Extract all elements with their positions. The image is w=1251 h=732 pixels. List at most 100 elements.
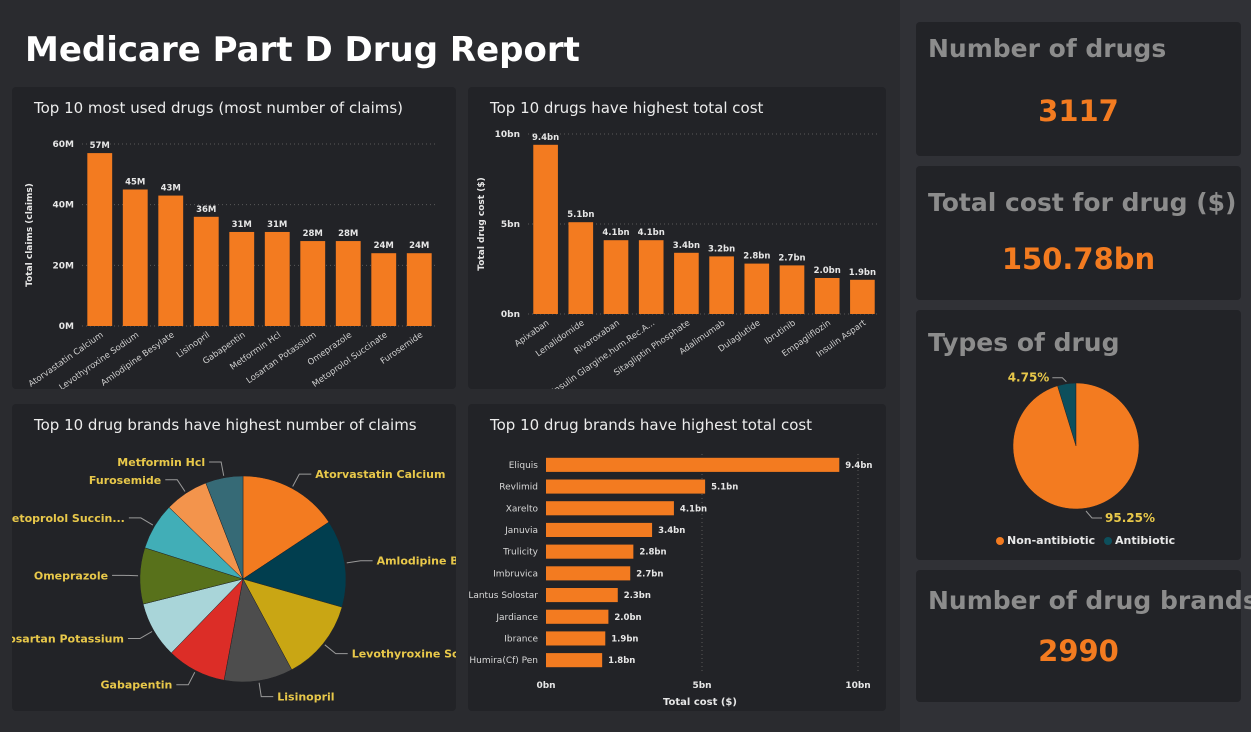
brand-cost-x-axis-title: Total cost ($): [663, 697, 737, 708]
brand-cost-category-label: Xarelto: [506, 504, 539, 514]
types-pie-slice-non-antibiotic[interactable]: [1012, 382, 1140, 510]
claims-data-label: 57M: [90, 141, 110, 151]
brand-cost-data-label: 2.3bn: [624, 591, 651, 601]
num-drugs-card[interactable]: Number of drugs 3117: [916, 22, 1241, 156]
claims-y-axis-title: Total claims (claims): [25, 183, 35, 287]
num-brands-value: 2990: [1038, 634, 1119, 668]
brand-pie-label: Atorvastatin Calcium: [315, 468, 445, 481]
brand-cost-category-label: Jardiance: [495, 613, 538, 623]
brand-cost-data-label: 5.1bn: [711, 483, 738, 493]
cost-bar[interactable]: [674, 252, 699, 314]
brand-claims-panel[interactable]: Top 10 drug brands have highest number o…: [12, 404, 456, 711]
brand-cost-bar[interactable]: [546, 479, 706, 494]
claims-data-label: 36M: [196, 205, 216, 215]
brand-cost-bar[interactable]: [546, 609, 609, 624]
types-title: Types of drug: [928, 328, 1120, 357]
cost-bar[interactable]: [603, 240, 629, 314]
brand-cost-bar[interactable]: [546, 501, 674, 516]
claims-data-label: 28M: [303, 229, 323, 239]
claims-bar[interactable]: [87, 153, 113, 326]
types-pie-leader-line[interactable]: [1085, 510, 1102, 519]
claims-bar[interactable]: [264, 231, 290, 326]
claims-bar[interactable]: [158, 195, 184, 326]
total-cost-card[interactable]: Total cost for drug ($) 150.78bn: [916, 166, 1241, 300]
brand-pie-leader-line[interactable]: [127, 631, 153, 639]
brand-pie-label: Losartan Potassium: [12, 633, 124, 646]
cost-y-axis-title: Total drug cost ($): [477, 177, 487, 270]
brand-pie-leader-line[interactable]: [292, 473, 312, 487]
num-drugs-value: 3117: [1038, 94, 1119, 128]
cost-bar[interactable]: [744, 263, 770, 314]
brand-pie-slice-levothyroxine-sodium[interactable]: [242, 578, 343, 671]
brand-cost-category-label: Eliquis: [509, 461, 539, 471]
brand-pie-label: Amlodipine Bes...: [377, 555, 456, 568]
claims-bar[interactable]: [229, 231, 255, 326]
brand-pie-slice-amlodipine-bes[interactable]: [242, 521, 347, 608]
cost-data-label: 3.4bn: [673, 241, 700, 251]
cost-bar[interactable]: [709, 256, 734, 314]
brand-cost-bar[interactable]: [546, 587, 618, 603]
types-pie-leader-line[interactable]: [1052, 377, 1067, 383]
claims-data-label: 24M: [374, 241, 394, 251]
claims-chart-panel[interactable]: Top 10 most used drugs (most number of c…: [12, 87, 456, 389]
brand-pie-leader-line[interactable]: [176, 672, 196, 686]
brand-cost-panel[interactable]: Top 10 drug brands have highest total co…: [468, 404, 886, 711]
cost-bar[interactable]: [779, 265, 805, 314]
cost-bar[interactable]: [638, 240, 664, 314]
claims-bar[interactable]: [122, 189, 148, 327]
brand-cost-category-label: Januvia: [504, 526, 538, 536]
brand-pie-leader-line[interactable]: [128, 517, 154, 526]
types-pie-chart[interactable]: 4.75% 95.25%: [916, 310, 1241, 560]
types-pie-label-non-antibiotic: 95.25%: [1105, 511, 1155, 525]
brand-cost-data-label: 2.7bn: [636, 569, 663, 579]
brand-cost-bar[interactable]: [546, 653, 603, 668]
brand-cost-xtick: 10bn: [845, 681, 870, 691]
brand-pie-slice-metformin-hcl[interactable]: [205, 475, 244, 580]
cost-data-label: 2.0bn: [814, 266, 841, 276]
brand-cost-category-label: Revlimid: [499, 483, 538, 493]
cost-bar[interactable]: [814, 278, 840, 314]
num-drugs-title: Number of drugs: [928, 34, 1167, 63]
brand-pie-leader-line[interactable]: [258, 682, 274, 698]
brand-pie-slice-lisinopril[interactable]: [223, 578, 293, 683]
claims-bar[interactable]: [406, 253, 432, 326]
cost-chart-panel[interactable]: Top 10 drugs have highest total cost 0bn…: [468, 87, 886, 389]
brand-cost-bar[interactable]: [546, 457, 840, 472]
claims-bar[interactable]: [371, 253, 397, 326]
brand-cost-data-label: 1.9bn: [611, 634, 638, 644]
brand-pie-slice-atorvastatin-calcium[interactable]: [242, 475, 330, 580]
cost-bar[interactable]: [850, 279, 875, 314]
brand-cost-data-label: 2.8bn: [639, 548, 666, 558]
claims-ytick: 60M: [53, 140, 75, 150]
types-pie-label-antibiotic: 4.75%: [1008, 371, 1050, 385]
types-card[interactable]: Types of drug 4.75% 95.25% Non-antibiotic…: [916, 310, 1241, 560]
claims-data-label: 31M: [232, 220, 252, 230]
legend-dot-antibiotic: [1104, 537, 1113, 545]
brand-pie-leader-line[interactable]: [346, 560, 373, 564]
brand-cost-bar[interactable]: [546, 631, 606, 646]
brand-pie-leader-line[interactable]: [165, 479, 186, 492]
brand-pie-leader-line[interactable]: [209, 461, 225, 476]
claims-bar[interactable]: [300, 241, 326, 326]
brand-cost-bar-chart[interactable]: 0bn 5bn 10bn 9.4bn Eliquis 5.1bn Revlimid 4.1bn…: [468, 404, 886, 711]
brand-claims-title: Top 10 drug brands have highest number o…: [34, 416, 417, 434]
cost-data-label: 5.1bn: [567, 210, 594, 220]
brand-cost-bar[interactable]: [546, 566, 631, 581]
brand-cost-bar[interactable]: [546, 544, 634, 559]
cost-data-label: 4.1bn: [602, 228, 629, 238]
brand-cost-data-label: 3.4bn: [658, 526, 685, 536]
num-brands-title: Number of drug brands: [928, 586, 1251, 615]
cost-bar[interactable]: [533, 144, 558, 314]
brand-claims-pie-chart[interactable]: Atorvastatin Calcium Amlodipine Bes... Lev…: [12, 404, 456, 711]
num-brands-card[interactable]: Number of drug brands 2990: [916, 570, 1251, 702]
legend-non-antibiotic[interactable]: Non-antibiotic: [996, 534, 1095, 547]
claims-data-label: 31M: [267, 220, 287, 230]
claims-bar[interactable]: [193, 216, 219, 326]
brand-cost-bar[interactable]: [546, 522, 653, 538]
brand-pie-leader-line[interactable]: [324, 644, 348, 655]
cost-bar[interactable]: [568, 222, 594, 314]
legend-antibiotic[interactable]: Antibiotic: [1104, 534, 1175, 547]
claims-bar[interactable]: [335, 241, 361, 326]
